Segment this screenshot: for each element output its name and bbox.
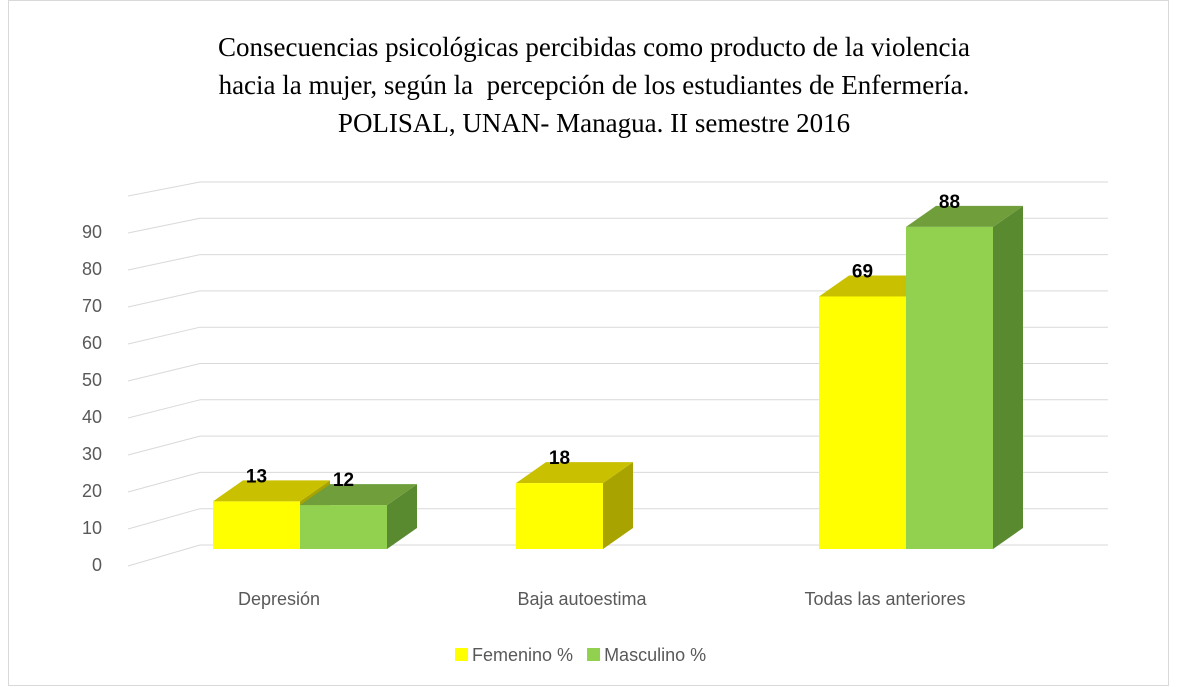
y-tick-label: 0 <box>92 555 102 575</box>
data-label: 13 <box>246 466 267 487</box>
chart-title: Consecuencias psicológicas percibidas co… <box>218 32 970 62</box>
y-tick-label: 20 <box>82 481 102 501</box>
bar <box>819 296 906 549</box>
bar-top <box>213 480 330 502</box>
x-tick-label: Baja autoestima <box>517 589 647 609</box>
y-tick-label: 70 <box>82 296 102 316</box>
x-tick-label: Depresión <box>238 589 320 609</box>
grid-line <box>127 290 201 308</box>
y-tick-label: 30 <box>82 444 102 464</box>
bar-side <box>603 462 633 549</box>
data-label: 69 <box>852 261 873 282</box>
legend-swatch <box>455 648 468 661</box>
bar-side <box>993 205 1023 550</box>
bar-top <box>906 205 1023 227</box>
chart-title: hacia la mujer, según la percepción de l… <box>219 70 970 100</box>
bar-side <box>387 484 417 549</box>
x-tick-label: Todas las anteriores <box>804 589 965 609</box>
y-tick-label: 60 <box>82 333 102 353</box>
grid-line <box>127 363 201 382</box>
y-tick-label: 10 <box>82 518 102 538</box>
grid-line <box>127 508 201 530</box>
grid-line <box>127 254 201 271</box>
grid-line <box>127 471 201 493</box>
y-tick-label: 90 <box>82 222 102 242</box>
grid-line <box>127 326 201 345</box>
data-label: 18 <box>549 448 570 469</box>
chart-title: POLISAL, UNAN- Managua. II semestre 2016 <box>338 108 850 138</box>
data-label: 12 <box>333 470 354 491</box>
y-tick-label: 50 <box>82 370 102 390</box>
bar <box>300 505 387 549</box>
y-tick-label: 80 <box>82 259 102 279</box>
grid-line <box>127 181 201 197</box>
bar-top <box>516 462 633 484</box>
legend-label: Femenino % <box>472 645 573 665</box>
bar <box>906 226 993 550</box>
legend-swatch <box>587 648 601 661</box>
grid-line <box>127 435 201 456</box>
grid-line <box>127 399 201 419</box>
y-tick-label: 40 <box>82 407 102 427</box>
data-label: 88 <box>939 192 960 213</box>
bar <box>213 501 300 549</box>
grid-line <box>127 544 201 567</box>
grid-line <box>127 217 201 234</box>
bar-top <box>300 484 417 506</box>
legend-label: Masculino % <box>604 645 706 665</box>
bar <box>516 483 603 549</box>
